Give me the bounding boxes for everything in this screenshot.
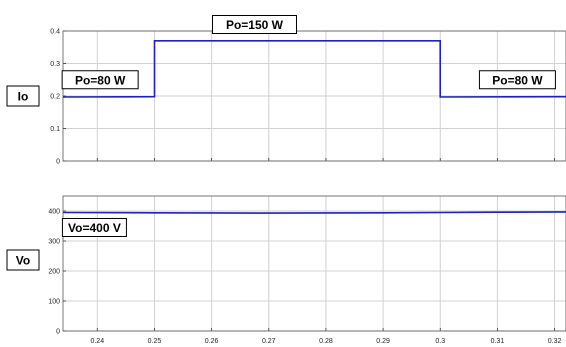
annotation-label: Po=80 W xyxy=(492,73,543,87)
series-line xyxy=(62,211,566,214)
annotation-label: Po=150 W xyxy=(226,18,284,32)
plot-area xyxy=(63,196,566,331)
axes-frame xyxy=(62,30,566,162)
annotation-box xyxy=(478,70,556,90)
annotation-box xyxy=(61,218,127,237)
y-tick-label: 200 xyxy=(48,269,60,276)
x-tick-label: 0.29 xyxy=(376,338,390,345)
y-tick-label: 0.3 xyxy=(50,61,60,68)
axes-frame xyxy=(62,195,566,332)
x-tick-label: 0.26 xyxy=(205,338,219,345)
y-tick-label: 300 xyxy=(48,239,60,246)
y-tick-label: 0 xyxy=(56,329,60,336)
y-tick-label: 100 xyxy=(48,299,60,306)
io-panel: 0 0.1 0.2 0.3 0.4 Po=150 W Po=80 W Po=80 W Io xyxy=(6,15,566,166)
x-tick-label: 0.24 xyxy=(90,338,104,345)
annotation-label: Po=80 W xyxy=(75,73,126,87)
series-line xyxy=(62,39,566,98)
x-tick-label: 0.3 xyxy=(435,338,445,345)
y-tick-label: 0 xyxy=(56,159,60,166)
x-tick-label: 0.32 xyxy=(548,338,562,345)
y-tick-label: 0.1 xyxy=(50,126,60,133)
ylabel: Io xyxy=(18,90,29,104)
ylabel-box xyxy=(6,249,40,271)
annotation-box xyxy=(211,15,297,34)
x-tick-label: 0.28 xyxy=(319,338,333,345)
y-tick-label: 0.2 xyxy=(50,94,60,101)
y-tick-label: 0.4 xyxy=(50,29,60,36)
x-tick-label: 0.25 xyxy=(148,338,162,345)
x-tick-label: 0.31 xyxy=(491,338,505,345)
y-tick-label: 400 xyxy=(48,209,60,216)
ylabel: Vo xyxy=(16,254,30,268)
x-tick-label: 0.27 xyxy=(262,338,276,345)
annotation-label: Vo=400 V xyxy=(68,221,121,235)
ylabel-box xyxy=(6,85,40,107)
annotation-box xyxy=(61,70,139,90)
vo-panel: 0.24 0.25 0.26 0.27 0.28 0.29 0.3 0.31 0.32 0 100 2… xyxy=(6,195,566,345)
